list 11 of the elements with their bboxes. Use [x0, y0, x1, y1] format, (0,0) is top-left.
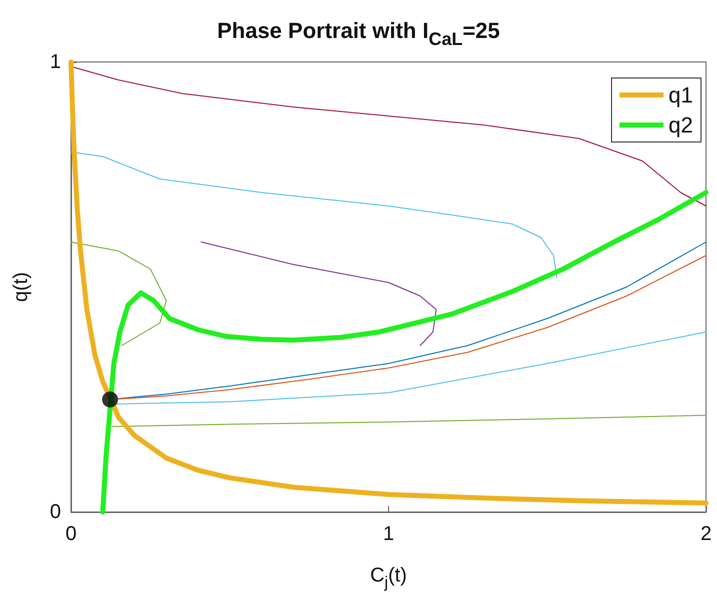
x-tick-label: 2 [700, 523, 712, 545]
x-tick-label: 0 [65, 523, 77, 545]
line-series [70, 242, 167, 346]
y-axis-title: q(t) [10, 272, 32, 302]
x-tick-label: 1 [382, 523, 394, 545]
line-series [112, 414, 706, 427]
line-series [70, 66, 706, 206]
legend-label: q2 [668, 112, 694, 138]
legend-label: q1 [668, 82, 694, 108]
line-series [70, 152, 558, 278]
line-series [200, 242, 437, 346]
